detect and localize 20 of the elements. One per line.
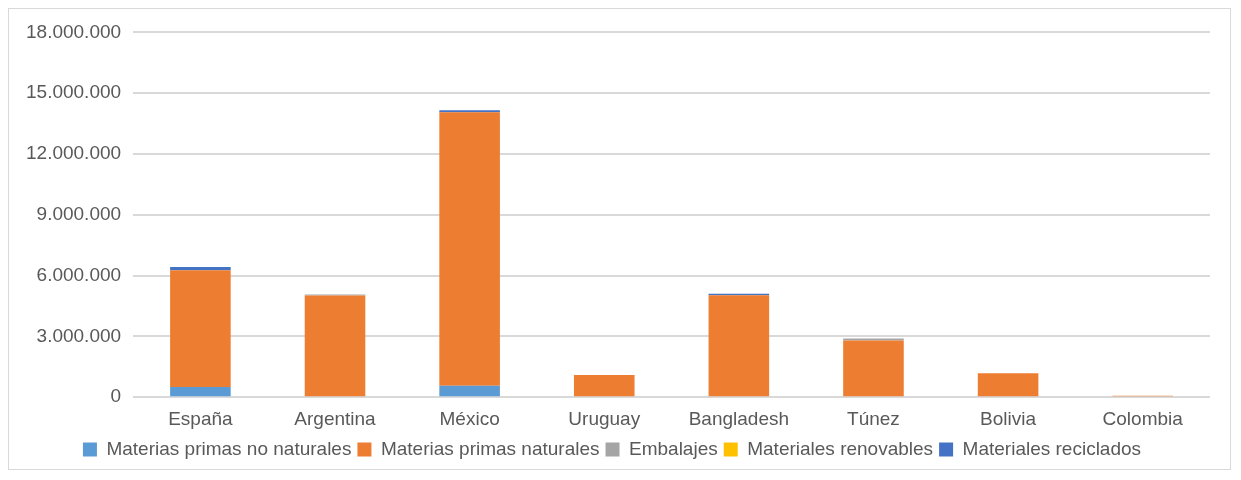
y-tick-label: 0 <box>110 385 122 407</box>
y-tick-label: 18.000.000 <box>26 20 122 42</box>
y-tick-label: 12.000.000 <box>26 142 122 164</box>
legend-label: Embalajes <box>629 437 718 459</box>
y-tick-label: 3.000.000 <box>36 324 122 346</box>
x-tick-label: México <box>439 407 500 429</box>
x-tick-label: Bangladesh <box>688 407 790 429</box>
y-tick-label: 6.000.000 <box>36 263 122 285</box>
legend-label: Materiales renovables <box>747 437 934 459</box>
x-tick-label: Túnez <box>847 407 900 429</box>
x-tick-label: Colombia <box>1102 407 1184 429</box>
x-tick-label: Uruguay <box>568 407 641 429</box>
y-tick-label: 9.000.000 <box>36 203 122 225</box>
x-tick-label: España <box>168 407 234 429</box>
legend-label: Materiales reciclados <box>962 437 1142 459</box>
legend-label: Materias primas naturales <box>380 437 600 459</box>
x-tick-label: Bolivia <box>980 407 1037 429</box>
y-tick-label: 15.000.000 <box>26 81 122 103</box>
x-tick-label: Argentina <box>294 407 377 429</box>
legend-label: Materias primas no naturales <box>106 437 352 459</box>
